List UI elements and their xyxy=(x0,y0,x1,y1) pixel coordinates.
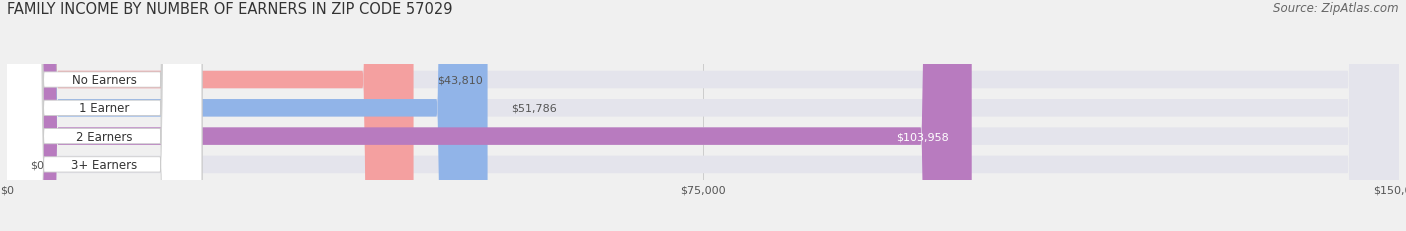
Text: $0: $0 xyxy=(31,160,44,170)
FancyBboxPatch shape xyxy=(7,0,1399,231)
Text: $103,958: $103,958 xyxy=(896,131,949,142)
FancyBboxPatch shape xyxy=(3,0,202,231)
Text: No Earners: No Earners xyxy=(72,74,136,87)
FancyBboxPatch shape xyxy=(7,0,488,231)
FancyBboxPatch shape xyxy=(7,0,1399,231)
Text: FAMILY INCOME BY NUMBER OF EARNERS IN ZIP CODE 57029: FAMILY INCOME BY NUMBER OF EARNERS IN ZI… xyxy=(7,2,453,17)
Text: Source: ZipAtlas.com: Source: ZipAtlas.com xyxy=(1274,2,1399,15)
FancyBboxPatch shape xyxy=(3,0,202,231)
FancyBboxPatch shape xyxy=(7,0,972,231)
Text: 1 Earner: 1 Earner xyxy=(79,102,129,115)
Text: 2 Earners: 2 Earners xyxy=(76,130,132,143)
Text: $51,786: $51,786 xyxy=(510,103,557,113)
FancyBboxPatch shape xyxy=(7,0,1399,231)
FancyBboxPatch shape xyxy=(3,0,202,231)
Text: $43,810: $43,810 xyxy=(437,75,482,85)
FancyBboxPatch shape xyxy=(3,0,202,231)
Text: 3+ Earners: 3+ Earners xyxy=(72,158,138,171)
FancyBboxPatch shape xyxy=(7,0,1399,231)
FancyBboxPatch shape xyxy=(7,0,413,231)
